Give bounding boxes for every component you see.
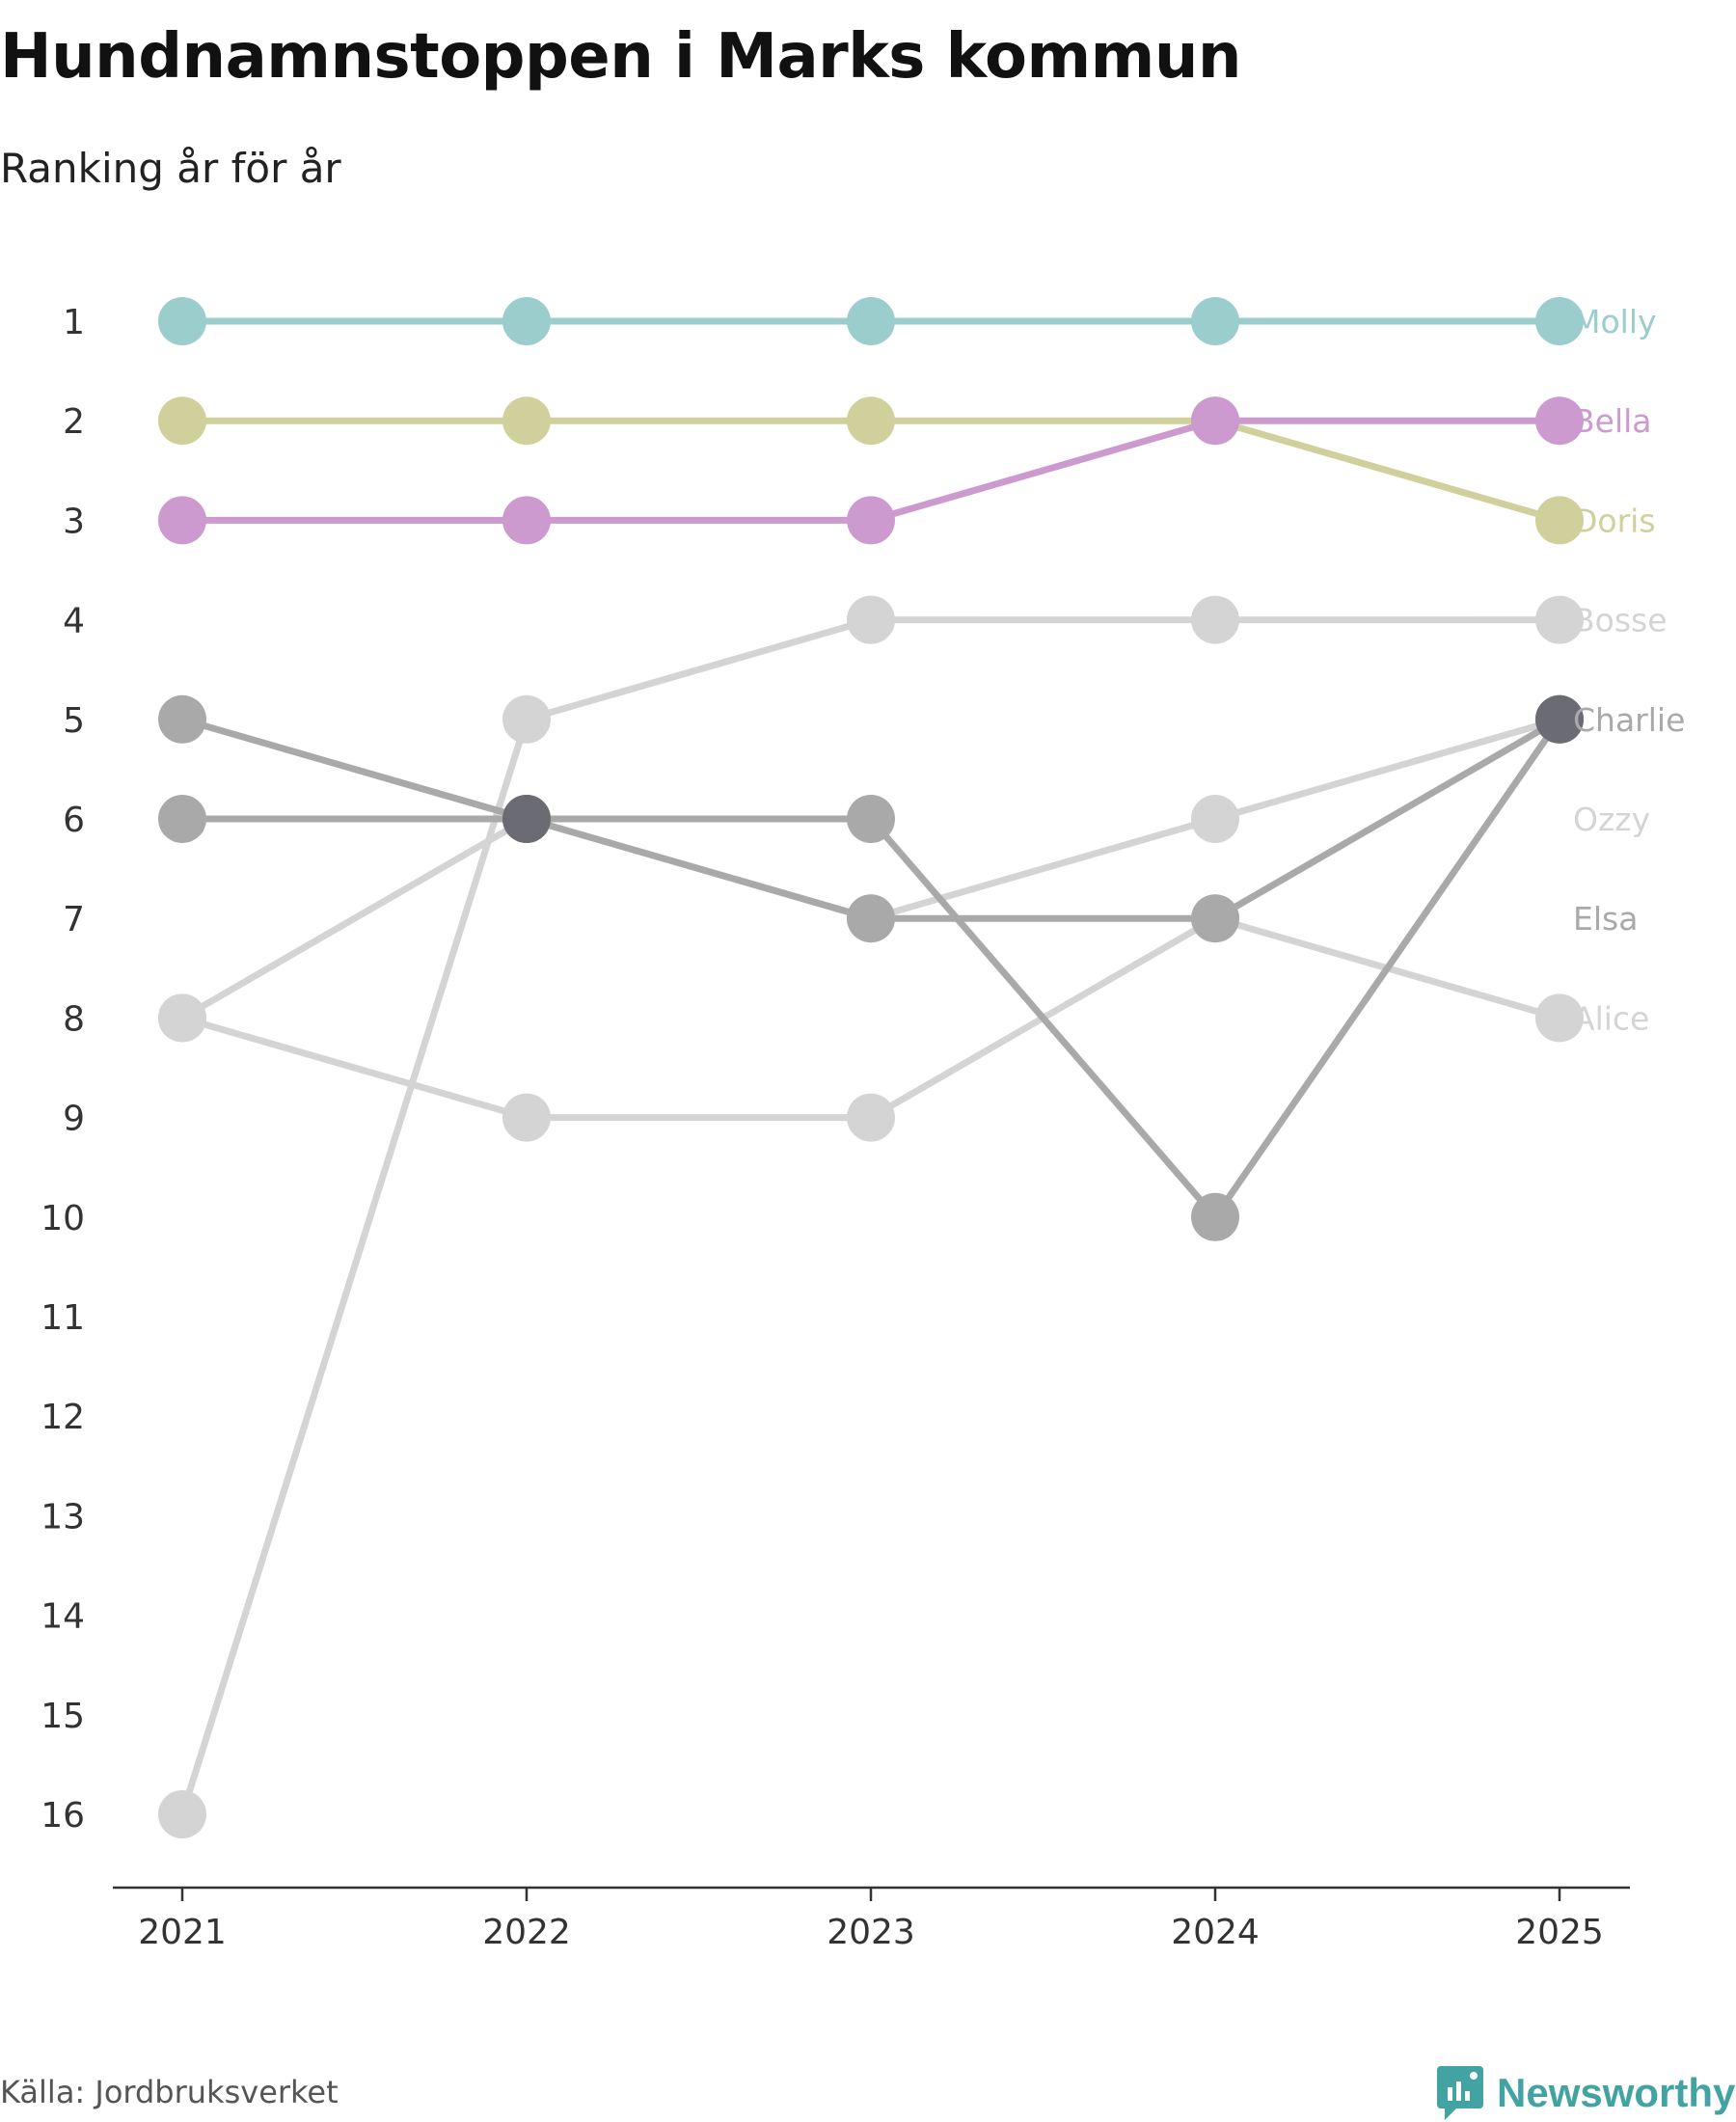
point-molly-2024 — [1191, 297, 1239, 345]
series-label-bosse: Bosse — [1573, 602, 1668, 639]
x-tick-label: 2021 — [138, 1913, 227, 1952]
point-bella-2023 — [847, 496, 895, 545]
x-tick-label: 2025 — [1515, 1913, 1604, 1952]
y-tick-label: 8 — [63, 999, 85, 1039]
series-label-elsa: Elsa — [1573, 900, 1638, 938]
y-tick-label: 13 — [41, 1497, 85, 1537]
point-ozzy-2022 — [502, 694, 551, 744]
point-elsa-2024 — [1191, 894, 1239, 943]
x-tick-label: 2024 — [1171, 1913, 1260, 1952]
x-axis: 2021 2022 2023 2024 2025 — [113, 1886, 1630, 1952]
point-alice-2025 — [1535, 993, 1584, 1043]
point-doris-2023 — [847, 396, 895, 446]
point-bella-2024 — [1191, 396, 1239, 446]
y-tick-label: 5 — [63, 701, 85, 741]
y-tick-label: 10 — [41, 1199, 85, 1238]
point-doris-2022 — [502, 396, 551, 446]
source-note: Källa: Jordbruksverket — [0, 2074, 339, 2110]
chart-subtitle: Ranking år för år — [0, 145, 341, 192]
point-elsa-2023 — [847, 795, 895, 843]
point-molly-2023 — [847, 297, 895, 345]
series-label-doris: Doris — [1573, 502, 1656, 539]
y-tick-label: 12 — [41, 1398, 85, 1437]
y-tick-label: 4 — [63, 602, 85, 641]
brand-name: Newsworthy — [1497, 2070, 1736, 2115]
point-bosse-2021 — [158, 993, 206, 1043]
point-bosse-2023 — [847, 595, 895, 644]
point-alice-2023 — [847, 1093, 895, 1142]
series-lines — [178, 317, 1563, 1818]
point-molly-2021 — [158, 297, 206, 345]
y-tick-label: 3 — [63, 502, 85, 541]
highlight-point-2025 — [1535, 694, 1584, 744]
y-tick-label: 9 — [63, 1100, 85, 1139]
point-elsa-2024 — [1191, 1192, 1239, 1241]
highlight-point-2022 — [502, 795, 551, 843]
point-elsa-2021 — [158, 694, 206, 744]
y-tick-label: 15 — [41, 1697, 85, 1736]
point-elsa-2023 — [847, 894, 895, 943]
y-tick-label: 16 — [41, 1796, 85, 1836]
series-line-elsa — [178, 716, 1563, 1221]
brand-logo: Newsworthy — [1437, 2064, 1735, 2122]
point-ozzy-2021 — [158, 1790, 206, 1838]
series-label-bella: Bella — [1573, 402, 1652, 440]
y-tick-label: 2 — [63, 402, 85, 442]
point-doris-2021 — [158, 396, 206, 446]
y-tick-label: 6 — [63, 801, 85, 840]
point-alice-2022 — [502, 1093, 551, 1142]
point-molly-2022 — [502, 297, 551, 345]
point-bosse-2024 — [1191, 595, 1239, 644]
chart-title: Hundnamnstoppen i Marks kommun — [0, 21, 1241, 93]
series-label-alice: Alice — [1573, 999, 1649, 1037]
series-label-charlie: Charlie — [1573, 701, 1685, 739]
y-tick-label: 1 — [63, 303, 85, 342]
y-tick-label: 14 — [41, 1597, 85, 1637]
point-doris-2025 — [1535, 496, 1584, 545]
y-tick-label: 11 — [41, 1298, 85, 1338]
series-label-ozzy: Ozzy — [1573, 801, 1650, 838]
x-tick-label: 2022 — [482, 1913, 571, 1952]
point-bosse-2025 — [1535, 595, 1584, 644]
point-elsa-2021 — [158, 795, 206, 843]
x-tick-label: 2023 — [827, 1913, 915, 1952]
series-points — [158, 297, 1584, 1838]
point-bosse-2024 — [1191, 795, 1239, 843]
point-bella-2021 — [158, 496, 206, 545]
point-bella-2022 — [502, 496, 551, 545]
newsworthy-logo-icon — [1437, 2066, 1483, 2120]
series-label-molly: Molly — [1573, 303, 1657, 340]
y-tick-label: 7 — [63, 900, 85, 939]
series-end-labels: Molly Bella Doris Bosse Charlie Ozzy Elsa Alice — [1573, 303, 1685, 1037]
point-bella-2025 — [1535, 396, 1584, 446]
point-molly-2025 — [1535, 297, 1584, 345]
series-line-bosse — [178, 716, 1563, 1021]
